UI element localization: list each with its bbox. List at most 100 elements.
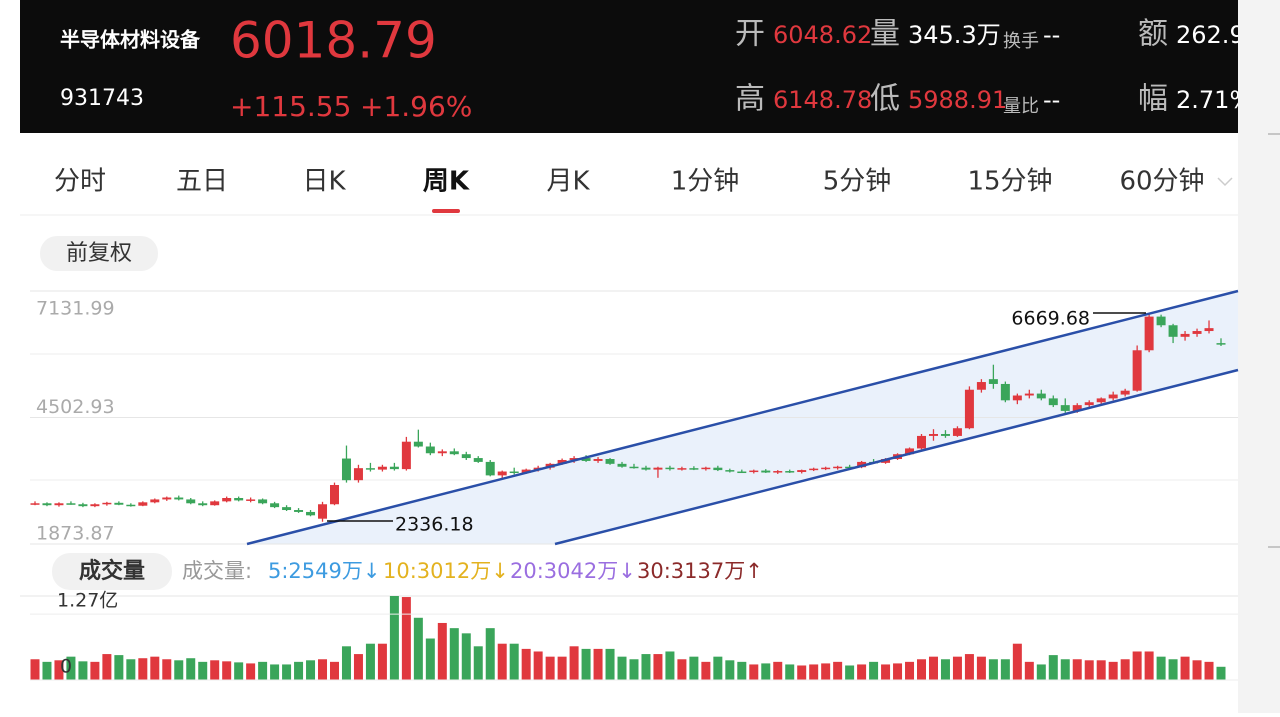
volume-bar bbox=[222, 661, 232, 680]
candle-body bbox=[318, 504, 328, 519]
candle-body bbox=[1072, 405, 1082, 411]
candle-body bbox=[1180, 333, 1190, 337]
tab[interactable]: 月K bbox=[546, 167, 590, 197]
volume-bar bbox=[1144, 651, 1154, 680]
candle-body bbox=[66, 503, 76, 505]
candle-body bbox=[78, 504, 88, 507]
volume-bar bbox=[1084, 660, 1094, 680]
volume-bar bbox=[1156, 656, 1166, 680]
volume-bar bbox=[845, 665, 855, 680]
candle-body bbox=[797, 470, 807, 473]
volume-bar bbox=[30, 659, 40, 680]
volume-bar bbox=[42, 661, 52, 680]
candle-body bbox=[1024, 393, 1034, 396]
volume-bar bbox=[1120, 659, 1130, 680]
candle-body bbox=[845, 466, 855, 469]
volume-bar bbox=[126, 659, 136, 680]
tab[interactable]: 日K bbox=[302, 167, 346, 197]
volume-bar bbox=[689, 656, 699, 680]
volume-bar bbox=[545, 656, 555, 680]
tab-indicator bbox=[432, 209, 460, 213]
tab[interactable]: 分时 bbox=[54, 167, 106, 197]
candle-body bbox=[988, 379, 998, 384]
volume-bar bbox=[833, 661, 843, 680]
volume-bar bbox=[246, 663, 256, 680]
candle-body bbox=[653, 467, 663, 470]
stat-value: 262.9 bbox=[1176, 21, 1245, 49]
volume-bar bbox=[377, 643, 387, 680]
volume-bar bbox=[78, 661, 88, 680]
candle-body bbox=[437, 451, 447, 454]
volume-bar bbox=[389, 596, 399, 680]
candle-body bbox=[761, 470, 771, 473]
candle-body bbox=[1204, 328, 1214, 332]
ma-legend: 5:2549万↓ bbox=[268, 559, 380, 583]
candle-body bbox=[473, 458, 483, 462]
volume-bar bbox=[425, 638, 435, 680]
volume-bar bbox=[533, 651, 543, 680]
volume-bar bbox=[114, 655, 124, 680]
volume-bar bbox=[629, 659, 639, 680]
candle-body bbox=[1036, 393, 1046, 399]
volume-bar bbox=[1132, 651, 1142, 680]
volume-bar bbox=[258, 661, 268, 680]
channel-upper bbox=[246, 289, 1239, 546]
candle-body bbox=[1168, 325, 1178, 337]
candle-body bbox=[42, 503, 52, 506]
tab[interactable]: 五日 bbox=[176, 167, 228, 197]
volume-bar bbox=[341, 646, 351, 680]
adjust-button[interactable] bbox=[40, 236, 158, 271]
header-bg bbox=[20, 0, 1238, 133]
candle-body bbox=[1216, 343, 1226, 345]
volume-bar bbox=[329, 661, 339, 680]
volume-bar bbox=[365, 643, 375, 680]
tab[interactable]: 15分钟 bbox=[967, 167, 1052, 197]
volume-legend-label: 成交量: bbox=[182, 559, 252, 583]
volume-bar bbox=[294, 661, 304, 680]
candle-body bbox=[377, 466, 387, 470]
volume-bar bbox=[1072, 659, 1082, 680]
volume-bar bbox=[1192, 660, 1202, 680]
volume-bar bbox=[1096, 660, 1106, 680]
volume-bar bbox=[557, 656, 567, 680]
ma-legend: 20:3042万↓ bbox=[510, 559, 636, 583]
stat-value: 2.71% bbox=[1176, 86, 1252, 114]
candle-body bbox=[605, 459, 615, 464]
tab-more-arrow[interactable] bbox=[1217, 177, 1233, 187]
candle-body bbox=[689, 468, 699, 470]
candle-body bbox=[677, 468, 687, 470]
candle-body bbox=[1156, 316, 1166, 326]
candle-body bbox=[1192, 331, 1202, 334]
tab[interactable]: 周K bbox=[423, 167, 470, 197]
candle-body bbox=[341, 458, 351, 481]
candle-body bbox=[389, 466, 399, 470]
candle-body bbox=[976, 382, 986, 390]
stat-label: 高 bbox=[735, 82, 765, 117]
tab[interactable]: 60分钟 bbox=[1119, 167, 1204, 197]
stat-label: 换手 bbox=[1003, 31, 1039, 52]
candle-body bbox=[701, 467, 711, 470]
volume-bar bbox=[186, 658, 196, 680]
volume-bar bbox=[737, 661, 747, 680]
stat-value: -- bbox=[1043, 86, 1060, 114]
candle-body bbox=[30, 503, 40, 505]
candle-body bbox=[329, 485, 339, 505]
tab[interactable]: 5分钟 bbox=[823, 167, 892, 197]
candle-body bbox=[964, 389, 974, 429]
stat-value: 5988.91 bbox=[908, 86, 1007, 114]
volume-tag[interactable] bbox=[52, 553, 172, 590]
volume-bar bbox=[1216, 666, 1226, 680]
volume-bar bbox=[905, 661, 915, 680]
candle-body bbox=[401, 441, 411, 470]
volume-bar bbox=[665, 651, 675, 680]
candle-body bbox=[857, 461, 867, 468]
adjust-button-label: 前复权 bbox=[66, 241, 132, 266]
volume-bar bbox=[893, 663, 903, 680]
tab[interactable]: 1分钟 bbox=[671, 167, 740, 197]
ma-legend: 30:3137万↑ bbox=[637, 559, 763, 583]
volume-bar bbox=[1036, 664, 1046, 680]
candle-body bbox=[150, 499, 160, 503]
volume-bar bbox=[497, 643, 507, 680]
volume-bar bbox=[713, 656, 723, 680]
index-name: 半导体材料设备 bbox=[60, 28, 201, 52]
